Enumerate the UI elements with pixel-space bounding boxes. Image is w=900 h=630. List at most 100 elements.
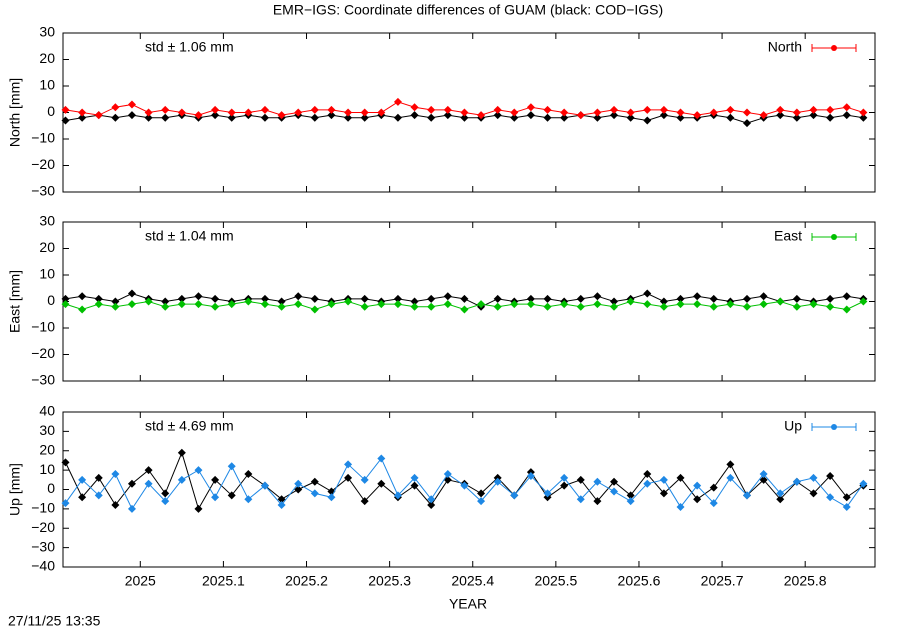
data-point: [144, 466, 153, 475]
y-tick-label: −20: [31, 156, 55, 172]
std-annotation: std ± 1.06 mm: [145, 39, 234, 55]
data-point: [493, 302, 502, 311]
data-point: [809, 105, 818, 114]
data-point: [294, 108, 303, 117]
data-point: [127, 289, 136, 298]
data-point: [211, 294, 220, 303]
data-point: [676, 108, 685, 117]
data-point: [260, 481, 269, 490]
data-point: [709, 499, 718, 508]
data-point: [809, 111, 818, 120]
x-tick-label: 2025.7: [701, 573, 744, 589]
data-point: [327, 111, 336, 120]
data-point: [78, 113, 87, 122]
data-point: [610, 487, 619, 496]
data-point: [560, 108, 569, 117]
y-tick-label: −10: [31, 500, 55, 516]
data-point: [161, 105, 170, 114]
data-point: [78, 292, 87, 301]
data-point: [61, 294, 70, 303]
data-point: [709, 302, 718, 311]
data-point: [709, 108, 718, 117]
y-tick-label: −30: [31, 538, 55, 554]
data-point: [560, 113, 569, 122]
data-point: [111, 113, 120, 122]
data-point: [310, 294, 319, 303]
data-point: [726, 113, 735, 122]
data-point: [593, 497, 602, 506]
data-point: [277, 501, 286, 509]
data-point: [294, 485, 303, 494]
data-point: [759, 292, 768, 301]
data-point: [377, 300, 386, 309]
data-point: [410, 302, 419, 311]
data-point: [626, 297, 635, 306]
data-point: [61, 458, 70, 467]
data-point: [111, 470, 120, 478]
y-tick-label: 30: [39, 422, 55, 438]
y-axis-label: Up [mm]: [7, 463, 23, 516]
data-point: [626, 497, 635, 506]
data-point: [144, 113, 153, 122]
data-point: [576, 302, 585, 311]
data-point: [294, 292, 303, 301]
data-point: [743, 491, 752, 500]
data-point: [859, 479, 868, 488]
data-point: [360, 108, 369, 117]
data-point: [327, 105, 336, 114]
data-point: [344, 297, 353, 306]
data-point: [161, 302, 170, 311]
data-point: [460, 481, 469, 490]
data-point: [211, 302, 220, 311]
data-point: [177, 294, 186, 303]
data-point: [842, 103, 851, 112]
data-point: [593, 292, 602, 301]
data-point: [194, 111, 203, 120]
data-point: [792, 302, 801, 311]
data-point: [676, 300, 685, 309]
data-point: [327, 493, 336, 502]
data-point: [244, 108, 253, 117]
data-point: [743, 119, 752, 128]
data-point: [161, 497, 170, 506]
data-point: [659, 489, 668, 498]
data-point: [377, 108, 386, 117]
data-point: [211, 111, 220, 120]
data-point: [593, 108, 602, 117]
data-point: [709, 294, 718, 303]
data-point: [427, 501, 436, 509]
data-point: [277, 302, 286, 311]
data-point: [676, 294, 685, 303]
std-annotation: std ± 1.04 mm: [145, 228, 234, 244]
data-point: [809, 489, 818, 498]
data-point: [177, 300, 186, 309]
data-point: [410, 103, 419, 112]
data-point: [393, 300, 402, 309]
data-point: [244, 470, 253, 478]
data-point: [842, 292, 851, 301]
data-point: [360, 294, 369, 303]
data-point: [410, 473, 419, 482]
data-point: [227, 462, 236, 471]
data-point: [759, 111, 768, 120]
data-point: [344, 460, 353, 469]
data-point: [344, 108, 353, 117]
data-point: [194, 504, 203, 513]
data-point: [792, 113, 801, 122]
legend-marker: [831, 234, 837, 240]
data-point: [726, 300, 735, 309]
data-point: [194, 300, 203, 309]
data-point: [194, 466, 203, 475]
data-point: [792, 108, 801, 117]
chart-title: EMR−IGS: Coordinate differences of GUAM …: [273, 2, 663, 18]
data-point: [360, 475, 369, 484]
data-point: [826, 302, 835, 311]
data-point: [826, 471, 835, 480]
x-tick-label: 2025.1: [202, 573, 245, 589]
data-point: [659, 302, 668, 311]
data-point: [576, 475, 585, 484]
data-point: [427, 302, 436, 311]
data-point: [493, 477, 502, 486]
footer-timestamp: 27/11/25 13:35: [8, 613, 101, 629]
y-tick-label: 0: [47, 103, 55, 119]
